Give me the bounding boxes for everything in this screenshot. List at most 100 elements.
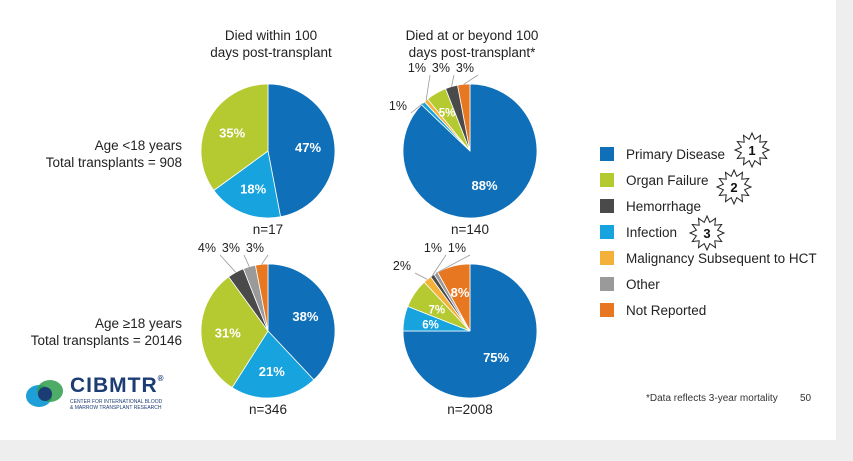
slice-data-label: 47% — [295, 140, 321, 155]
slice-data-label: 3% — [246, 241, 264, 255]
slice-data-label: 3% — [222, 241, 240, 255]
slice-data-label: 6% — [422, 320, 439, 332]
column-header-line: days post-transplant* — [408, 45, 536, 60]
slice-data-label: 88% — [471, 178, 497, 193]
slice-data-label: 1% — [448, 241, 466, 255]
cibmtr-logo: CIBMTR® CENTER FOR INTERNATIONAL BLOOD &… — [24, 372, 184, 416]
slice-data-label: 8% — [451, 285, 470, 300]
starburst-annotation-icon — [733, 131, 771, 169]
legend-label: Other — [626, 276, 660, 292]
leader-line — [463, 74, 479, 85]
starburst-annotation-icon — [715, 168, 753, 206]
slice-data-label: 5% — [439, 108, 456, 120]
legend-swatch — [600, 225, 614, 239]
pie-slice-not-reported — [254, 263, 269, 332]
slice-data-label: 75% — [483, 350, 509, 365]
legend-item-primary-disease: Primary Disease — [600, 144, 725, 164]
row-label-line: Age <18 years — [94, 138, 182, 153]
starburst-annotation-icon — [688, 214, 726, 252]
pie-slice-primary-disease — [402, 263, 538, 399]
slice-data-label: 31% — [215, 325, 241, 340]
pie-slice-organ-failure — [200, 276, 269, 389]
legend-swatch — [600, 277, 614, 291]
leader-line — [435, 254, 471, 274]
slice-data-label: 7% — [428, 304, 445, 316]
column-header-beyond-100-days: Died at or beyond 100 days post-transpla… — [382, 27, 562, 61]
n-label: n=2008 — [447, 402, 493, 417]
pie-chart-4: 75% 6% 7% 8% 2% 1% 1% — [393, 241, 538, 399]
slice-data-label: 4% — [198, 241, 216, 255]
slice-data-label: 18% — [240, 181, 266, 196]
legend-swatch — [600, 199, 614, 213]
legend-label: Hemorrhage — [626, 198, 702, 214]
leader-line — [414, 272, 428, 280]
legend-swatch — [600, 173, 614, 187]
legend-item-not-reported: Not Reported — [600, 300, 706, 320]
pie-chart-1: 47% 18% 35% — [200, 83, 336, 219]
annotation-number: 3 — [703, 226, 710, 241]
n-label: n=140 — [451, 222, 489, 237]
annotation-number: 2 — [730, 180, 737, 195]
leader-line — [425, 74, 431, 101]
legend-item-other: Other — [600, 274, 660, 294]
column-header-line: Died within 100 — [224, 28, 318, 43]
legend-swatch — [600, 251, 614, 265]
legend-item-hemorrhage: Hemorrhage — [600, 196, 701, 216]
slice-data-label: 1% — [408, 61, 426, 75]
logo-subtitle: CENTER FOR INTERNATIONAL BLOOD & MARROW … — [70, 399, 190, 411]
pie-slice-primary-disease — [267, 263, 336, 381]
leader-line — [410, 102, 424, 114]
slide: Died within 100 days post-transplant Die… — [10, 27, 817, 417]
legend-swatch — [600, 303, 614, 317]
row-label-line: Age ≥18 years — [95, 316, 182, 331]
column-header-line: Died at or beyond 100 — [405, 28, 539, 43]
logo-subtitle-line: & MARROW TRANSPLANT RESEARCH — [70, 405, 162, 411]
row-label-line: Total transplants = 20146 — [30, 333, 182, 348]
page-number: 50 — [800, 393, 812, 404]
n-label: n=346 — [249, 402, 287, 417]
pie-charts: 47%18%35%88%5%1%1% 3% 3%38%21%31%4% 3% 3%75%… — [198, 61, 771, 399]
slice-data-label: 21% — [259, 364, 285, 379]
window-edge-right — [836, 0, 853, 461]
leader-line — [451, 74, 455, 87]
row-label-under-18: Age <18 years Total transplants = 908 — [20, 137, 182, 171]
legend-item-infection: Infection — [600, 222, 677, 242]
legend-label: Malignancy Subsequent to HCT — [626, 250, 817, 266]
row-label-line: Total transplants = 908 — [45, 155, 182, 170]
window-edge-bottom — [0, 440, 853, 461]
footnote: *Data reflects 3-year mortality — [646, 393, 778, 404]
slice-data-label: 2% — [393, 259, 411, 273]
slice-data-label: 1% — [389, 99, 407, 113]
pie-chart-2: 88% 5% 1% 1% 3% 3% — [389, 61, 538, 219]
pie-slice-not-reported — [457, 83, 471, 152]
leader-line — [431, 254, 447, 276]
pie-slice-organ-failure — [200, 83, 269, 191]
leader-line — [243, 254, 250, 267]
logo-wordmark: CIBMTR® — [70, 374, 165, 398]
leader-line — [219, 254, 236, 273]
slice-data-label: 3% — [432, 61, 450, 75]
pie-chart-3: 38% 21% 31% 4% 3% 3% — [198, 241, 336, 399]
logo-name: CIBMTR — [70, 374, 158, 397]
legend-item-malignancy: Malignancy Subsequent to HCT — [600, 248, 817, 268]
pie-slice-primary-disease — [267, 83, 336, 218]
leader-line — [261, 254, 269, 265]
legend-label: Infection — [626, 224, 678, 240]
annotation-number: 1 — [748, 143, 755, 158]
slice-data-label: 1% — [424, 241, 442, 255]
slice-data-label: 3% — [456, 61, 474, 75]
legend-label: Primary Disease — [626, 146, 726, 162]
legend-item-organ-failure: Organ Failure — [600, 170, 709, 190]
legend-label: Not Reported — [626, 302, 707, 318]
column-header-line: days post-transplant — [210, 45, 332, 60]
legend-label: Organ Failure — [626, 172, 709, 188]
logo-subtitle-line: CENTER FOR INTERNATIONAL BLOOD — [70, 399, 163, 405]
pie-slice-infection — [231, 330, 315, 399]
legend-swatch — [600, 147, 614, 161]
slice-data-label: 38% — [292, 309, 318, 324]
row-label-18-plus: Age ≥18 years Total transplants = 20146 — [10, 315, 182, 349]
slice-data-label: 35% — [219, 126, 245, 141]
n-label: n=17 — [252, 222, 284, 237]
logo-reg: ® — [157, 374, 165, 383]
